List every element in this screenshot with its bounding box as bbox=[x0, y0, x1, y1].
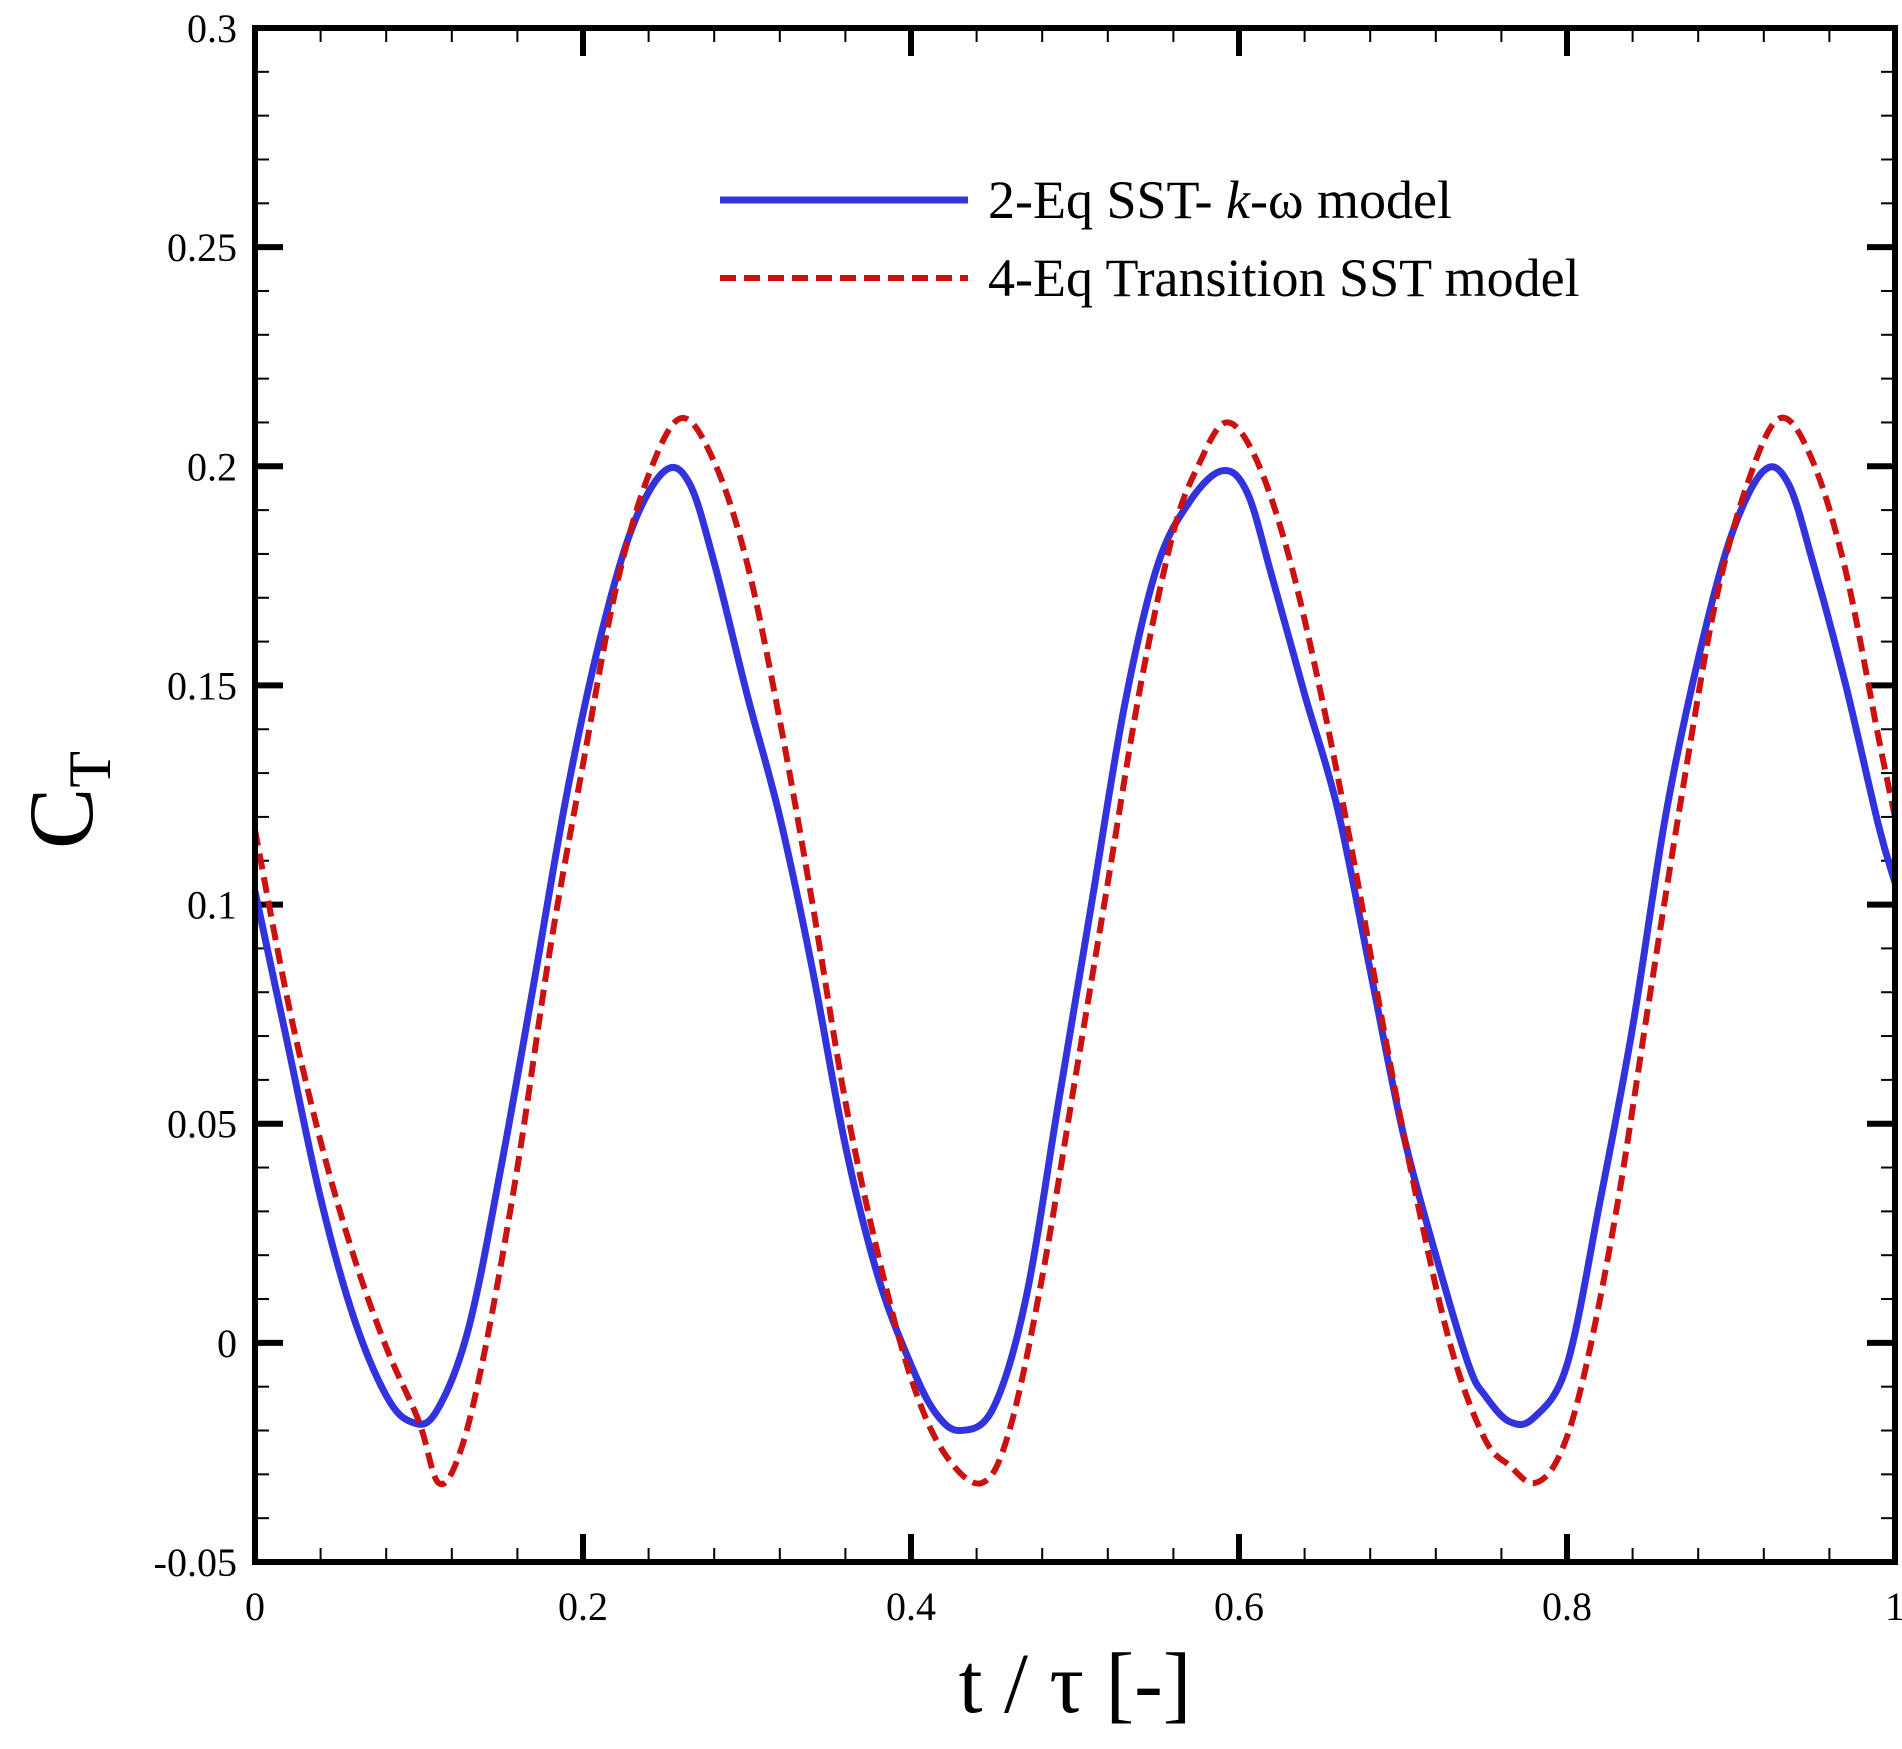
x-tick-label: 1 bbox=[1885, 1584, 1902, 1629]
y-tick-label: 0 bbox=[217, 1321, 237, 1366]
y-axis-title: CT bbox=[10, 751, 123, 849]
series-line-transition-sst bbox=[252, 414, 1898, 1488]
y-tick-label: 0.25 bbox=[167, 225, 237, 270]
legend-label-transition-sst: 4-Eq Transition SST model bbox=[988, 248, 1580, 308]
y-tick-label: -0.05 bbox=[154, 1540, 237, 1585]
legend: 2-Eq SST- k-ω model 4-Eq Transition SST … bbox=[720, 170, 1580, 308]
series-line-sst-k-omega bbox=[251, 463, 1899, 1435]
x-tick-label: 0 bbox=[245, 1584, 265, 1629]
plot-frame bbox=[252, 25, 1898, 1565]
legend-label-sst-k-omega: 2-Eq SST- k-ω model bbox=[988, 170, 1452, 230]
x-tick-label: 0.8 bbox=[1542, 1584, 1592, 1629]
y-tick-label: 0.2 bbox=[187, 444, 237, 489]
x-axis-title: t / τ [-] bbox=[959, 1635, 1192, 1731]
x-tick-label: 0.4 bbox=[886, 1584, 936, 1629]
series-layer bbox=[251, 414, 1899, 1488]
x-tick-label: 0.2 bbox=[558, 1584, 608, 1629]
x-tick-label: 0.6 bbox=[1214, 1584, 1264, 1629]
y-tick-label: 0.15 bbox=[167, 663, 237, 708]
y-axis-title-text: CT bbox=[10, 751, 123, 849]
y-tick-labels: -0.05 0 0.05 0.1 0.15 0.2 0.25 0.3 bbox=[154, 6, 237, 1585]
y-tick-label: 0.05 bbox=[167, 1102, 237, 1147]
x-tick-labels: 0 0.2 0.4 0.6 0.8 1 bbox=[245, 1584, 1902, 1629]
y-tick-label: 0.1 bbox=[187, 883, 237, 928]
y-tick-label: 0.3 bbox=[187, 6, 237, 51]
